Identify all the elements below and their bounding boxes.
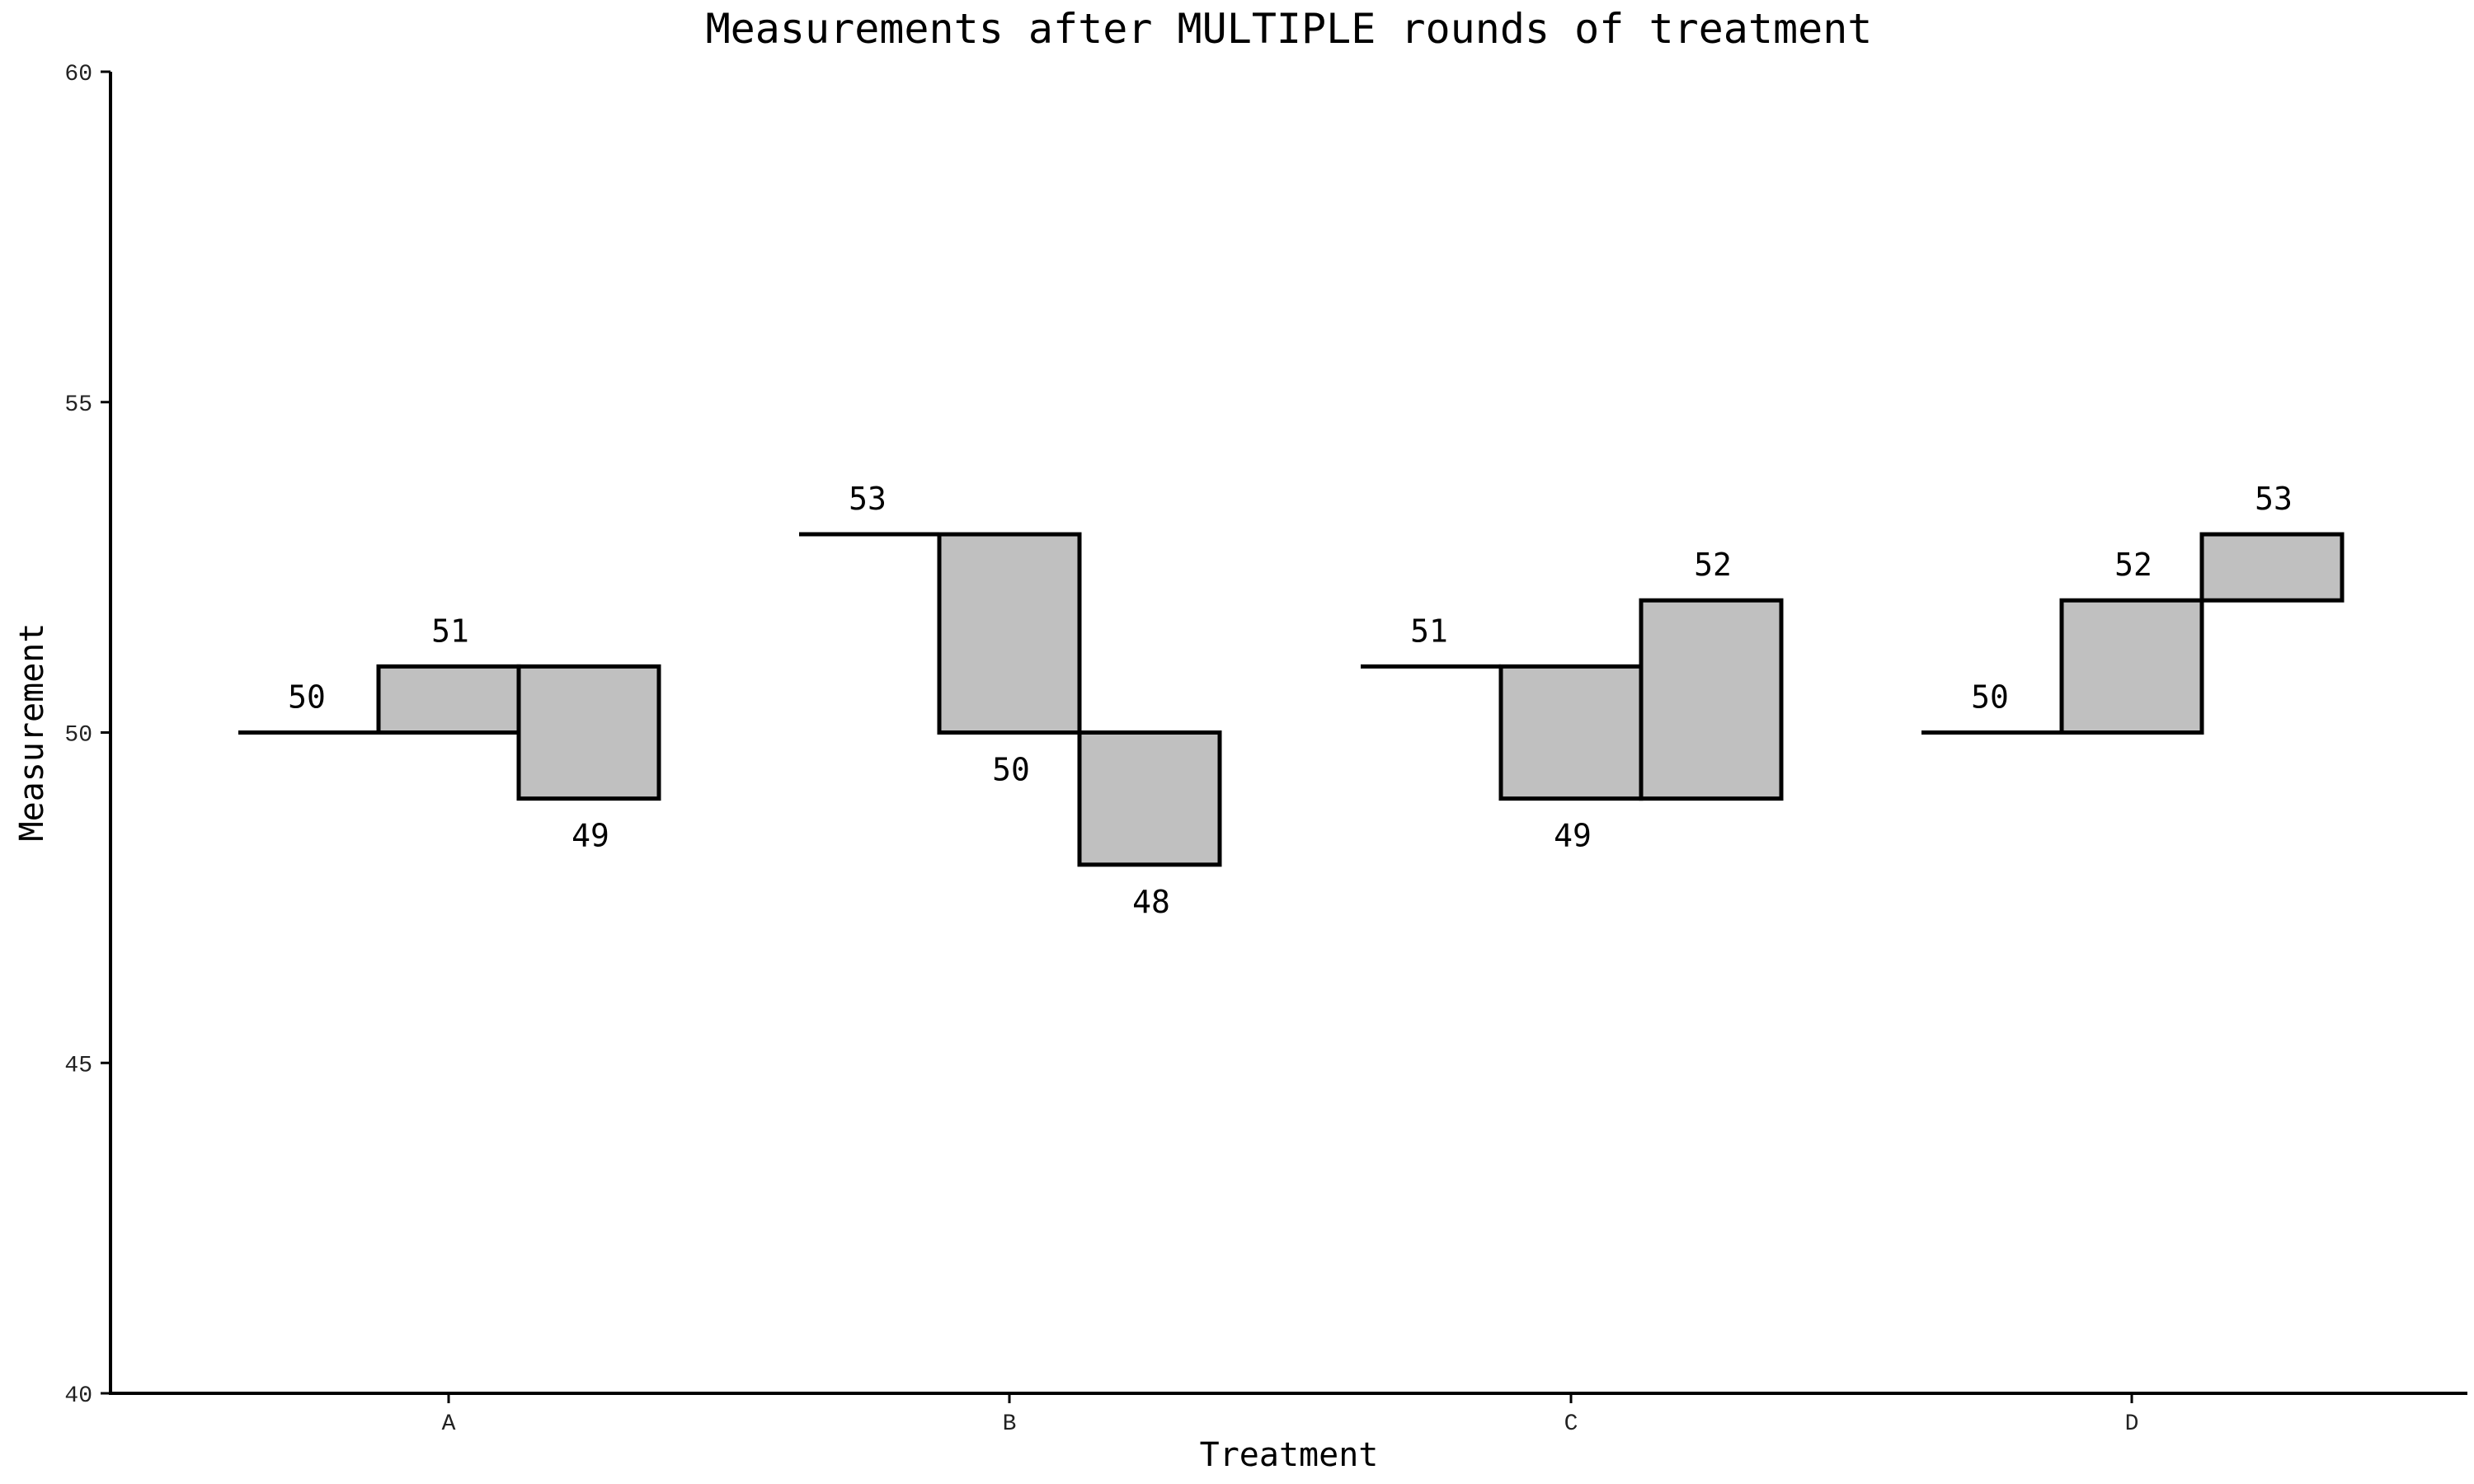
data-label: 51 bbox=[1410, 613, 1448, 649]
y-axis-label: Measurement bbox=[13, 623, 51, 842]
step-bar bbox=[1639, 598, 1784, 801]
chart-title: Measurements after MULTIPLE rounds of tr… bbox=[706, 5, 1873, 53]
y-axis-ticks: 40 45 50 55 60 bbox=[64, 62, 111, 1409]
x-axis-ticks: A B C D bbox=[442, 1393, 2139, 1437]
data-label: 48 bbox=[1132, 884, 1170, 920]
data-labels: 50 51 49 53 50 48 51 49 52 50 52 53 bbox=[288, 481, 2293, 920]
x-tick-label: B bbox=[1003, 1411, 1017, 1437]
data-label: 53 bbox=[849, 481, 887, 517]
y-tick-label: 50 bbox=[64, 723, 92, 749]
step-bar bbox=[2059, 598, 2204, 735]
x-axis-label: Treatment bbox=[1200, 1436, 1379, 1474]
data-label: 50 bbox=[992, 752, 1030, 788]
data-label: 49 bbox=[571, 818, 609, 854]
step-bar bbox=[1498, 664, 1644, 801]
step-bar bbox=[376, 664, 521, 735]
data-label: 50 bbox=[1971, 679, 2009, 716]
bar-groups bbox=[238, 532, 2345, 867]
y-tick-label: 60 bbox=[64, 62, 92, 87]
step-bar bbox=[2199, 532, 2345, 603]
data-label: 49 bbox=[1554, 818, 1592, 854]
x-tick-label: A bbox=[442, 1411, 456, 1437]
data-label: 52 bbox=[2114, 547, 2152, 583]
data-label: 52 bbox=[1694, 547, 1732, 583]
step-bar bbox=[1077, 730, 1222, 867]
data-label: 50 bbox=[288, 679, 326, 716]
y-tick-label: 55 bbox=[64, 392, 92, 418]
x-tick-label: C bbox=[1564, 1411, 1578, 1437]
x-tick-label: D bbox=[2125, 1411, 2139, 1437]
step-bar bbox=[516, 664, 661, 801]
y-tick-label: 45 bbox=[64, 1053, 92, 1078]
data-label: 53 bbox=[2255, 481, 2293, 517]
y-tick-label: 40 bbox=[64, 1383, 92, 1409]
data-label: 51 bbox=[431, 613, 469, 649]
step-bar bbox=[937, 532, 1082, 735]
